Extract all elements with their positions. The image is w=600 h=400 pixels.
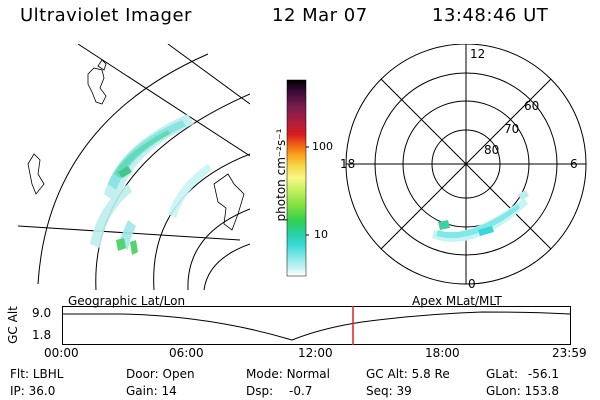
status-door: Door: Open [126, 367, 195, 381]
gcalt-label: GC Alt: [366, 367, 408, 381]
polar-plot: 12 18 6 0 80 70 60 [340, 44, 587, 291]
time-tick-2359: 23:59 [552, 346, 587, 360]
geo-map-label: Geographic Lat/Lon [68, 294, 186, 308]
status-glon: GLon: 153.8 [486, 384, 559, 398]
aurora-spot [478, 226, 494, 236]
aurora-spot [116, 238, 126, 251]
aurora-band [436, 204, 520, 239]
seq-label: Seq: [366, 384, 393, 398]
aurora-band [168, 164, 212, 218]
mode-value: Normal [286, 367, 330, 381]
status-glat: GLat: -56.1 [486, 367, 559, 381]
instrument-title: Ultraviolet Imager [20, 5, 192, 26]
lat-label-80: 80 [484, 143, 499, 157]
aurora-band [108, 120, 186, 190]
colorbar-gradient [286, 79, 307, 277]
door-label: Door: [126, 367, 159, 381]
status-seq: Seq: 39 [366, 384, 412, 398]
timeline-frame [62, 306, 571, 345]
colorbar: 100 10 photon cm⁻²s⁻¹ [258, 72, 338, 282]
glat-label: GLat: [486, 367, 519, 381]
observation-date: 12 Mar 07 [272, 5, 368, 26]
coastline [97, 59, 107, 71]
aurora-spot [518, 190, 529, 200]
observation-time: 13:48:46 UT [432, 5, 549, 26]
status-dsp: Dsp: -0.7 [246, 384, 312, 398]
status-flt: Flt: LBHL [10, 367, 63, 381]
coastline [27, 153, 45, 195]
seq-value: 39 [396, 384, 412, 398]
timeline-ytick-low: 1.8 [32, 328, 52, 342]
polar-plot-label: Apex MLat/MLT [412, 294, 502, 308]
status-gcalt: GC Alt: 5.8 Re [366, 367, 450, 381]
longitude-line [167, 44, 250, 105]
lat-label-60: 60 [524, 99, 539, 113]
flt-label: Flt: [10, 367, 29, 381]
latitude-arc [203, 243, 250, 290]
mlt-label-6: 6 [570, 157, 578, 171]
status-mode: Mode: Normal [246, 367, 330, 381]
dsp-value: -0.7 [288, 384, 313, 398]
longitude-line [77, 44, 250, 157]
status-ip: IP: 36.0 [10, 384, 55, 398]
ip-value: 36.0 [28, 384, 56, 398]
aurora-spot [118, 166, 132, 178]
altitude-curve [62, 311, 571, 341]
geographic-map [18, 44, 250, 290]
gcalt-value: 5.8 Re [411, 367, 450, 381]
mlt-label-0: 0 [468, 277, 476, 291]
coastline [87, 67, 107, 105]
mlt-diagonal [380, 78, 552, 250]
timeline-ytick-high: 9.0 [32, 306, 52, 320]
gain-value: 14 [161, 384, 177, 398]
gain-label: Gain: [126, 384, 158, 398]
mlt-label-18: 18 [340, 157, 355, 171]
glat-value: -56.1 [527, 367, 559, 381]
glon-label: GLon: [486, 384, 521, 398]
time-tick-1800: 18:00 [425, 346, 460, 360]
mode-label: Mode: [246, 367, 283, 381]
latitude-arc [187, 208, 250, 290]
door-value: Open [162, 367, 195, 381]
time-tick-0000: 00:00 [44, 346, 79, 360]
aurora-oval-polar [432, 190, 529, 242]
header: Ultraviolet Imager 12 Mar 07 13:48:46 UT [0, 5, 600, 31]
timeline-plot [62, 306, 571, 345]
latitude-arc [37, 53, 209, 285]
dsp-label: Dsp: [246, 384, 274, 398]
colorbar-tick-10: 10 [314, 228, 328, 241]
status-gain: Gain: 14 [126, 384, 177, 398]
colorbar-tick-100: 100 [312, 140, 333, 153]
latitude-arc [95, 93, 250, 290]
aurora-spot [438, 220, 450, 230]
coastline [213, 173, 245, 231]
time-tick-1200: 12:00 [298, 346, 333, 360]
timeline-axis-label: GC Alt [5, 306, 20, 344]
colorbar-graphic [286, 79, 309, 277]
lat-label-70: 70 [504, 122, 519, 136]
aurora-band [104, 114, 194, 204]
time-tick-0600: 06:00 [169, 346, 204, 360]
mlt-label-12: 12 [470, 47, 485, 61]
flt-value: LBHL [32, 367, 64, 381]
glon-value: 153.8 [524, 384, 559, 398]
aurora-emission [90, 114, 212, 255]
ip-label: IP: [10, 384, 25, 398]
aurora-band [90, 184, 132, 248]
aurora-band [114, 130, 170, 178]
aurora-spot [130, 240, 138, 255]
colorbar-label: photon cm⁻²s⁻¹ [274, 128, 288, 222]
